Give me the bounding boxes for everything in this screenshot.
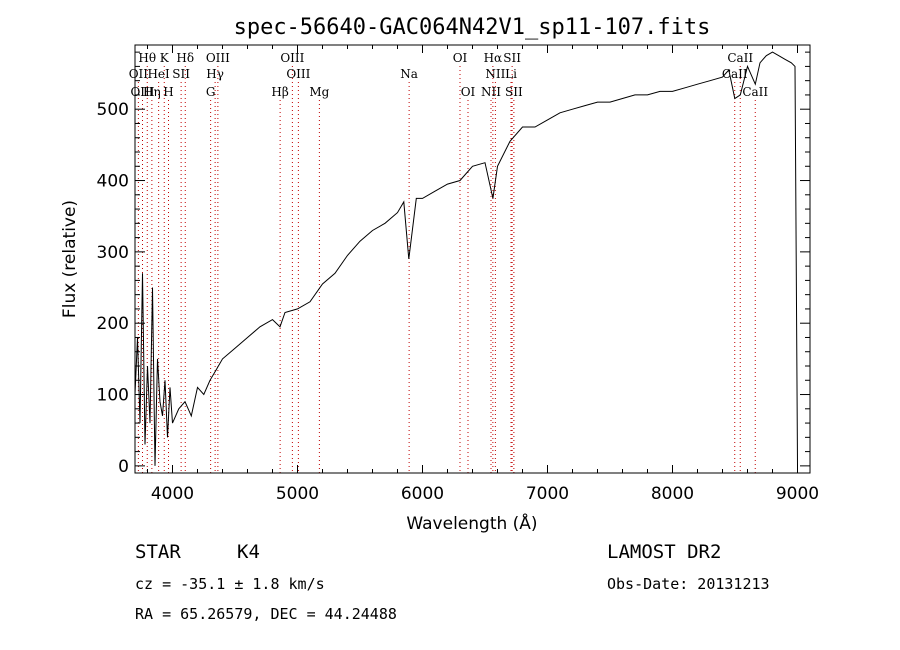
survey-name: LAMOST DR2 <box>607 541 722 563</box>
x-tick-label: 5000 <box>276 484 319 504</box>
marker-label: OIII <box>130 85 154 99</box>
marker-label: Mg <box>309 85 329 99</box>
marker-label: CaII <box>742 85 768 99</box>
y-tick-label: 200 <box>97 314 129 334</box>
y-tick-label: 100 <box>97 386 129 406</box>
redshift-velocity: cz = -35.1 ± 1.8 km/s <box>135 575 325 593</box>
marker-label: SII <box>505 85 523 99</box>
marker-label: Hθ <box>138 51 156 65</box>
spectrum-series-line <box>134 51 798 466</box>
y-axis-ticks: 0 100 200 300 400 500 <box>97 51 810 477</box>
x-tick-label: 9000 <box>776 484 819 504</box>
x-axis-label: Wavelength (Å) <box>406 512 537 534</box>
marker-label: OIII <box>280 51 304 65</box>
object-class: STAR <box>135 541 181 563</box>
marker-label: Hβ <box>271 85 288 99</box>
y-tick-label: 400 <box>97 172 129 192</box>
plot-frame <box>134 44 811 474</box>
marker-label: OI <box>461 85 476 99</box>
x-tick-label: 7000 <box>526 484 569 504</box>
marker-label: NII <box>481 85 501 99</box>
x-tick-label: 6000 <box>401 484 444 504</box>
marker-label: OIII <box>286 67 310 81</box>
y-tick-label: 0 <box>118 457 129 477</box>
y-tick-label: 300 <box>97 243 129 263</box>
marker-label: Hα <box>484 51 503 65</box>
marker-label: SII <box>503 51 521 65</box>
observation-date: Obs-Date: 20131213 <box>607 575 770 593</box>
marker-label: K <box>160 51 170 65</box>
marker-label: Li <box>505 67 517 81</box>
sky-coordinates: RA = 65.26579, DEC = 44.24488 <box>135 605 397 623</box>
marker-label: CaII <box>727 51 753 65</box>
marker-label: Hγ <box>206 67 224 81</box>
object-subclass: K4 <box>237 541 260 563</box>
marker-label: OIII <box>206 51 230 65</box>
x-tick-label: 4000 <box>151 484 194 504</box>
marker-label: SII <box>172 67 190 81</box>
marker-label: HeI <box>147 67 170 81</box>
y-tick-label: 500 <box>97 100 129 120</box>
y-axis-label: Flux (relative) <box>60 200 80 318</box>
marker-label: OI <box>453 51 468 65</box>
x-axis-ticks: 4000 5000 6000 7000 8000 9000 <box>147 45 819 504</box>
x-tick-label: 8000 <box>651 484 694 504</box>
marker-label: NII <box>485 67 505 81</box>
marker-label: OII <box>129 67 149 81</box>
line-markers <box>137 66 756 473</box>
marker-label: Na <box>400 67 418 81</box>
marker-label: Hη <box>143 85 161 99</box>
marker-label: Hδ <box>176 51 194 65</box>
chart-title: spec-56640-GAC064N42V1_sp11-107.fits <box>234 15 711 40</box>
marker-label: H <box>163 85 173 99</box>
marker-label: G <box>206 85 216 99</box>
